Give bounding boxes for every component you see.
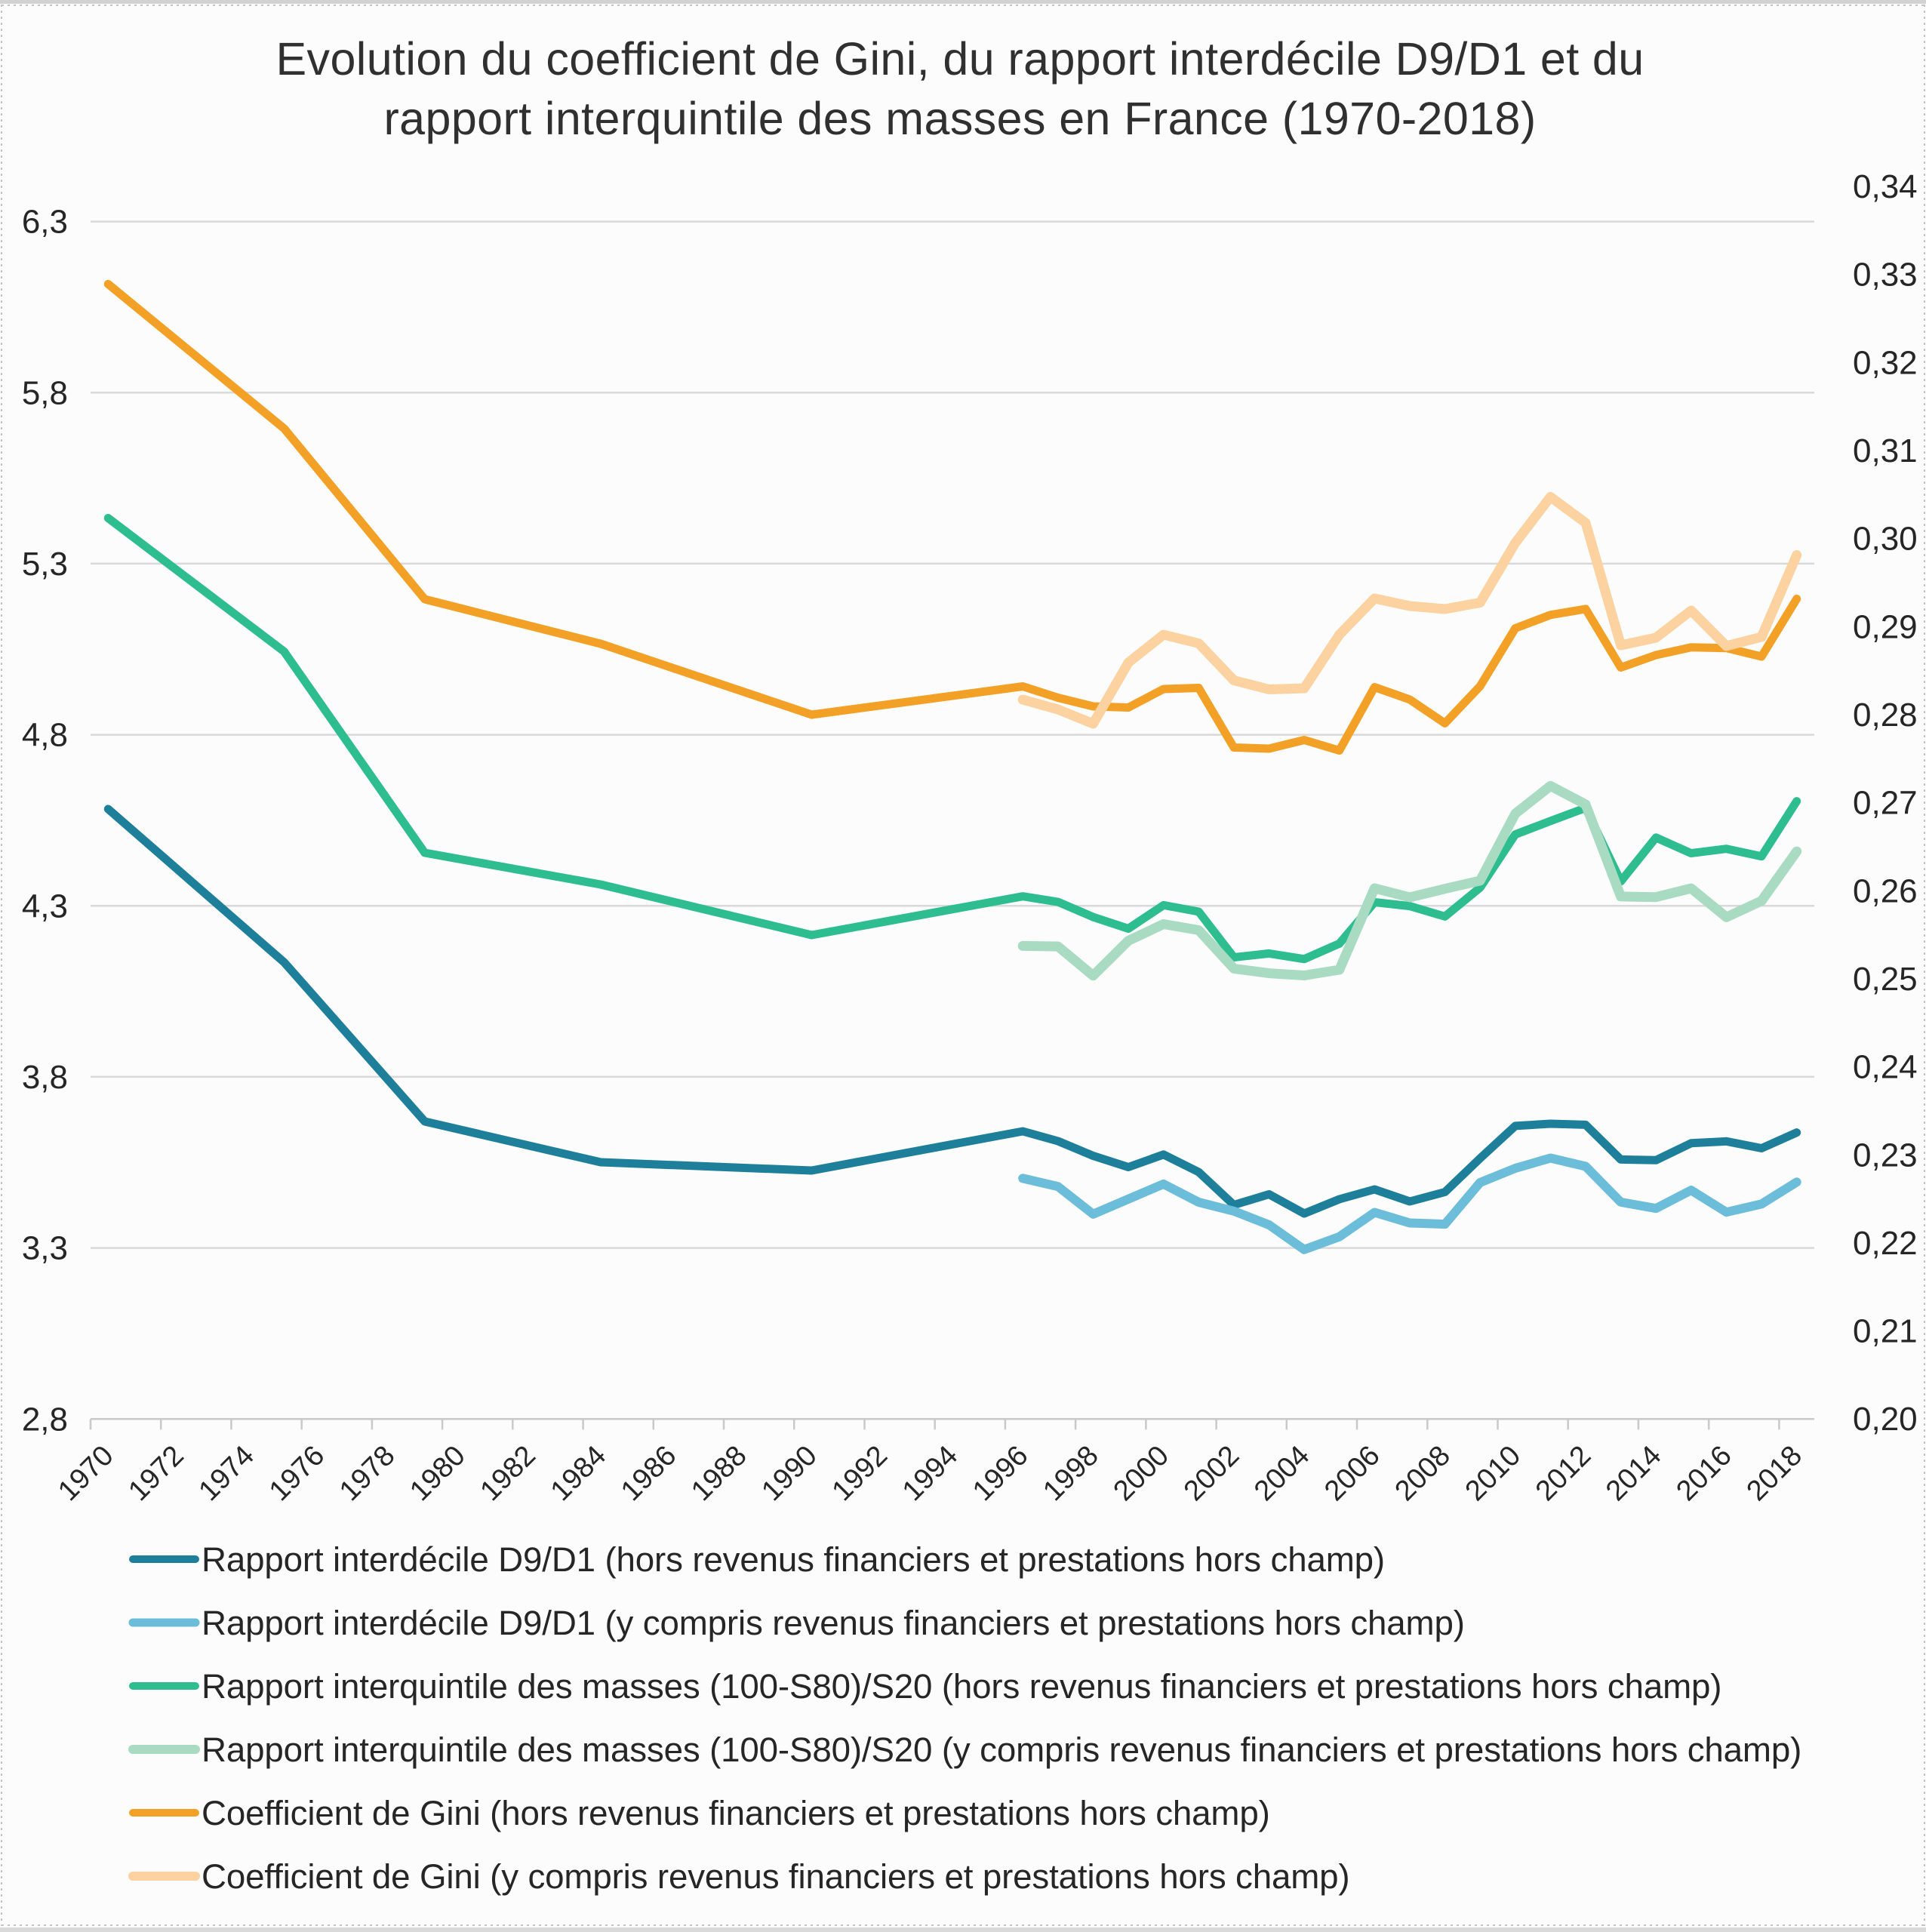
svg-text:Rapport interquintile des mass: Rapport interquintile des masses (100-S8… — [202, 1667, 1721, 1706]
svg-text:Rapport interdécile D9/D1 (y c: Rapport interdécile D9/D1 (y compris rev… — [202, 1604, 1465, 1642]
svg-text:0,33: 0,33 — [1853, 257, 1918, 294]
svg-text:0,26: 0,26 — [1853, 872, 1918, 909]
svg-text:Coefficient de Gini (y compris: Coefficient de Gini (y compris revenus f… — [202, 1857, 1350, 1896]
svg-text:0,29: 0,29 — [1853, 608, 1918, 645]
svg-text:0,21: 0,21 — [1853, 1313, 1918, 1350]
svg-text:5,3: 5,3 — [22, 546, 68, 583]
svg-text:6,3: 6,3 — [22, 204, 68, 241]
svg-text:4,3: 4,3 — [22, 888, 68, 924]
svg-text:5,8: 5,8 — [22, 374, 68, 411]
svg-text:0,25: 0,25 — [1853, 961, 1918, 998]
svg-text:4,8: 4,8 — [22, 717, 68, 754]
svg-text:0,20: 0,20 — [1853, 1401, 1918, 1438]
svg-text:0,31: 0,31 — [1853, 432, 1918, 469]
svg-text:0,24: 0,24 — [1853, 1049, 1918, 1086]
svg-text:0,23: 0,23 — [1853, 1137, 1918, 1174]
svg-text:Rapport interdécile D9/D1 (hor: Rapport interdécile D9/D1 (hors revenus … — [202, 1540, 1385, 1579]
svg-text:rapport interquintile des mass: rapport interquintile des masses en Fran… — [383, 93, 1536, 144]
svg-text:3,8: 3,8 — [22, 1059, 68, 1096]
svg-text:0,32: 0,32 — [1853, 344, 1918, 381]
svg-text:2,8: 2,8 — [22, 1401, 68, 1438]
svg-text:0,34: 0,34 — [1853, 168, 1918, 205]
svg-text:Rapport interquintile des mass: Rapport interquintile des masses (100-S8… — [202, 1730, 1801, 1769]
svg-text:3,3: 3,3 — [22, 1230, 68, 1267]
svg-text:Coefficient de Gini (hors reve: Coefficient de Gini (hors revenus financ… — [202, 1794, 1270, 1832]
svg-text:0,22: 0,22 — [1853, 1225, 1918, 1262]
svg-text:0,27: 0,27 — [1853, 785, 1918, 822]
svg-text:Evolution du coefficient de Gi: Evolution du coefficient de Gini, du rap… — [275, 33, 1644, 85]
svg-text:0,28: 0,28 — [1853, 697, 1918, 734]
svg-text:0,30: 0,30 — [1853, 521, 1918, 558]
